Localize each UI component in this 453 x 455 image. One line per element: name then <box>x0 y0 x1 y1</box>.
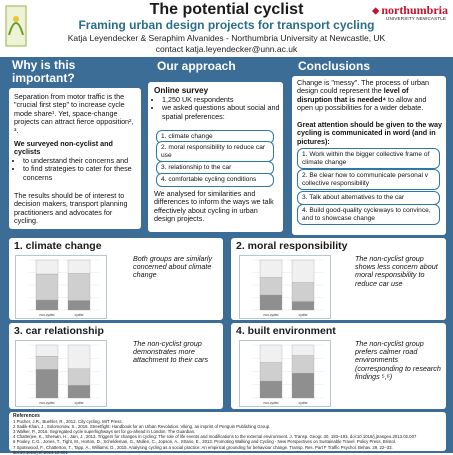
finding-panel-2: 2. moral responsibility non-cyclist cycli… <box>231 238 446 320</box>
why-paragraph-3: The results should be of interest to dec… <box>14 191 128 226</box>
finding-text-2: The non-cyclist group shows less concern… <box>355 254 438 288</box>
conclusion-item-3: 3. Talk about alternatives to the car <box>297 191 440 205</box>
finding-heading-4: 4. built environment <box>236 325 336 337</box>
chart-bar-segment <box>291 282 315 302</box>
chart-bar-segment <box>291 344 315 356</box>
conference-logo <box>5 5 27 47</box>
why-aim-item: to understand their concerns and <box>23 156 138 165</box>
finding-text-1: Both groups are similarly concerned abou… <box>133 254 213 280</box>
chart-bar-segment <box>259 277 283 296</box>
conclusion-item-2: 2. Be clear how to communicate personal … <box>297 169 440 191</box>
chart-category-label: cyclist <box>75 313 84 317</box>
finding-heading-2: 2. moral responsibility <box>236 240 348 252</box>
university-crest-icon <box>372 6 380 15</box>
finding-chart-1: non-cyclist cyclist <box>15 255 107 319</box>
references-heading: References <box>13 413 40 419</box>
finding-heading-3: 3. car relationship <box>14 325 104 337</box>
finding-chart-3: non-cyclist cyclist <box>15 340 107 407</box>
why-survey-lead: We surveyed non-cyclist and cyclists <box>14 139 113 157</box>
approach-analysis: We analysed for similarities and differe… <box>154 189 274 224</box>
poster-title: The potential cyclist <box>149 1 304 18</box>
chart-bar-segment <box>291 355 315 374</box>
conclusion-item-4: 4. Build good-quality cycleways to convi… <box>297 204 440 226</box>
chart-bar-segment <box>67 273 91 301</box>
chart-bar-segment <box>67 344 91 370</box>
contact-email[interactable]: contact katja.leyendecker@unn.ac.uk <box>155 44 298 54</box>
chart-bar-segment <box>291 372 315 399</box>
chart-bar-segment <box>291 259 315 283</box>
why-heading: Why is this important? <box>12 58 76 85</box>
university-logo: northumbria UNIVERSITY NEWCASTLE <box>372 3 448 25</box>
chart-bar-segment <box>259 344 283 363</box>
chart-bar-segment <box>291 301 315 311</box>
chart-bar-segment <box>67 385 91 399</box>
poster-authors: Katja Leyendecker & Seraphim Alvanides -… <box>67 33 386 43</box>
why-paragraph-1: Separation from motor traffic is the "cr… <box>14 92 134 135</box>
chart-bar-segment <box>259 259 283 278</box>
chart-bar-segment <box>35 344 59 357</box>
reference-item: 2 Sadik-Khan, J., Solomonow, S., 2016. S… <box>13 424 271 430</box>
chart-bar-segment <box>67 259 91 274</box>
chart-bar-segment <box>35 299 59 311</box>
finding-text-4: The non-cyclist group prefers calmer roa… <box>355 339 441 381</box>
chart-bar-segment <box>259 362 283 382</box>
reference-item: 4 Chatterjee, K., Sherwin, H., Jain, J.,… <box>13 434 417 440</box>
finding-chart-2: non-cyclist cyclist <box>239 255 331 319</box>
why-paragraph-2: We surveyed non-cyclist and cyclists to … <box>14 139 138 182</box>
conclusions-paragraph-1: Change is "messy". The process of urban … <box>297 78 442 113</box>
conclusions-box: Change is "messy". The process of urban … <box>292 76 446 235</box>
chart-bar-segment <box>259 294 283 311</box>
chart-bar-segment <box>35 355 59 370</box>
finding-panel-3: 3. car relationship non-cyclist cyclist T… <box>9 323 223 409</box>
finding-heading-1: 1. climate change <box>14 240 102 252</box>
finding-panel-1: 1. climate change non-cyclist cyclist Bot… <box>9 238 223 320</box>
chart-bar-segment <box>259 380 283 399</box>
conclusions-paragraph-2: Great attention should be given to the w… <box>297 120 442 146</box>
conclusions-text: to allow and open up possibilities for a… <box>297 94 427 113</box>
chart-bar-segment <box>35 259 59 275</box>
why-aim-item: to find strategies to cater for these co… <box>23 165 138 182</box>
reference-item: 1 Pucher, J.R., Buehler, R., 2012. City … <box>13 419 123 425</box>
chart-category-label: cyclist <box>299 401 308 405</box>
survey-title: Online survey <box>154 86 209 95</box>
reference-item: 7 Spotswood, F., Chatterton, T., Tapp, A… <box>13 444 393 455</box>
finding-chart-4: non-cyclist cyclist <box>239 340 331 407</box>
reference-item: 6 Pooley, C.G., Jones, T., Tight, M., Ho… <box>13 439 396 445</box>
university-logo-sub: UNIVERSITY NEWCASTLE <box>386 16 447 21</box>
chart-bar-segment <box>35 273 59 301</box>
conclusions-emphasis: level of disruption that is needed⁴ <box>297 86 409 104</box>
reference-item: 3 Walker, P., 2016. Segregated cycle sup… <box>13 429 196 435</box>
approach-heading: Our approach <box>157 59 236 73</box>
conclusions-text: Change is "messy". The process of urban … <box>297 78 430 96</box>
survey-item: 1,250 UK respondents <box>162 95 288 104</box>
approach-box: Online survey 1,250 UK respondents we as… <box>148 82 283 232</box>
approach-topic-4: 4. comfortable cycling conditions <box>156 173 274 187</box>
finding-text-3: The non-cyclist group demonstrates more … <box>133 339 209 365</box>
finding-panel-4: 4. built environment non-cyclist cyclist … <box>231 323 446 409</box>
survey-item: we asked questions about social and spat… <box>162 104 288 121</box>
references-section: References 1 Pucher, J.R., Buehler, R., … <box>9 412 446 455</box>
chart-bar-segment <box>67 300 91 311</box>
chart-category-label: non-cyclist <box>263 401 278 405</box>
conclusion-item-1: 1. Work within the bigger collective fra… <box>297 148 440 170</box>
approach-topic-2: 2. moral responsibility to reduce car us… <box>156 141 274 163</box>
why-box: Separation from motor traffic is the "cr… <box>9 88 141 229</box>
chart-category-label: non-cyclist <box>39 401 54 405</box>
poster-subtitle: Framing urban design projects for transp… <box>78 18 375 32</box>
conclusions-heading: Conclusions <box>298 59 371 73</box>
chart-category-label: cyclist <box>299 313 308 317</box>
chart-category-label: non-cyclist <box>39 313 54 317</box>
chart-category-label: non-cyclist <box>263 313 278 317</box>
university-logo-name: northumbria <box>381 3 448 17</box>
chart-bar-segment <box>67 368 91 386</box>
chart-category-label: cyclist <box>75 401 84 405</box>
chart-bar-segment <box>35 369 59 399</box>
